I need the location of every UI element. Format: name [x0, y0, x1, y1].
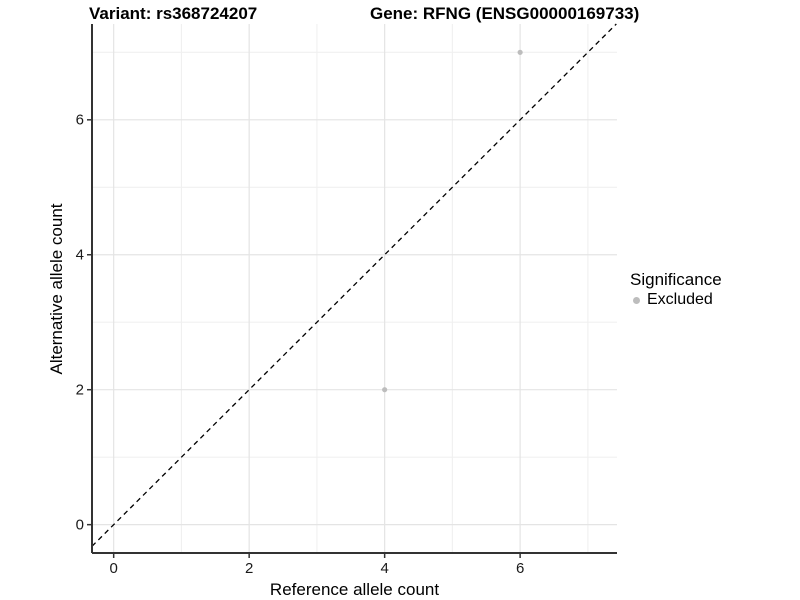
- y-axis-title: Alternative allele count: [47, 202, 66, 375]
- data-point: [517, 49, 523, 55]
- legend-title: Significance: [630, 270, 722, 289]
- chart-title-gene: Gene: RFNG (ENSG00000169733): [370, 4, 640, 23]
- x-tick-label: 4: [380, 560, 389, 577]
- y-tick-label: 4: [75, 246, 84, 264]
- legend-item: Excluded: [630, 291, 722, 309]
- legend-item-label: Excluded: [647, 291, 713, 308]
- x-tick-label: 2: [244, 560, 254, 577]
- excluded-point-icon: [632, 296, 640, 304]
- legend-key: [625, 291, 647, 309]
- y-tick-label: 2: [75, 381, 84, 399]
- identity-line: [91, 23, 617, 547]
- chart-title-variant: Variant: rs368724207: [89, 4, 258, 23]
- y-tick-label: 6: [75, 111, 84, 129]
- data-point: [382, 387, 388, 393]
- x-tick-label: 0: [109, 560, 118, 577]
- legend: Significance Excluded: [630, 270, 722, 309]
- legend-items: Excluded: [630, 291, 722, 309]
- x-tick-label: 6: [515, 560, 525, 577]
- x-axis-title: Reference allele count: [269, 580, 440, 599]
- y-tick-label: 0: [75, 516, 84, 534]
